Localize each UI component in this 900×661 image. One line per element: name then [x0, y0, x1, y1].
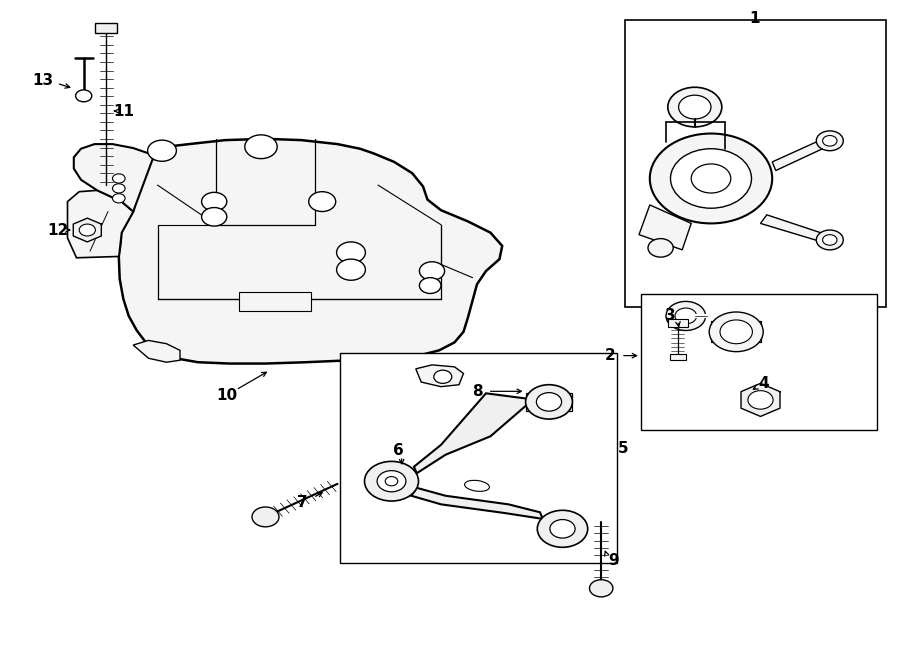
Bar: [670, 354, 686, 360]
Circle shape: [112, 194, 125, 203]
Circle shape: [385, 477, 398, 486]
Bar: [711, 321, 761, 342]
Polygon shape: [416, 365, 464, 387]
Circle shape: [309, 192, 336, 212]
Circle shape: [537, 510, 588, 547]
Text: 8: 8: [472, 384, 482, 399]
Circle shape: [419, 278, 441, 293]
Bar: [340, 353, 617, 563]
Circle shape: [112, 174, 125, 183]
Circle shape: [337, 259, 365, 280]
Text: 1: 1: [749, 11, 760, 26]
Circle shape: [816, 230, 843, 250]
Circle shape: [668, 87, 722, 127]
Circle shape: [364, 461, 418, 501]
Circle shape: [202, 208, 227, 226]
Circle shape: [666, 301, 706, 330]
Circle shape: [670, 149, 752, 208]
Circle shape: [526, 385, 572, 419]
Text: 3: 3: [665, 309, 676, 323]
Polygon shape: [133, 340, 180, 362]
Text: 9: 9: [608, 553, 619, 568]
Polygon shape: [74, 144, 155, 212]
Bar: [526, 393, 572, 411]
Polygon shape: [119, 139, 502, 364]
Circle shape: [377, 471, 406, 492]
Circle shape: [419, 262, 445, 280]
Circle shape: [434, 370, 452, 383]
Polygon shape: [639, 205, 691, 250]
Polygon shape: [68, 190, 133, 258]
Circle shape: [202, 192, 227, 211]
Circle shape: [112, 184, 125, 193]
Circle shape: [536, 393, 562, 411]
Polygon shape: [760, 215, 832, 243]
Circle shape: [709, 312, 763, 352]
Circle shape: [245, 135, 277, 159]
Text: 11: 11: [113, 104, 135, 118]
Text: 5: 5: [617, 441, 628, 455]
Circle shape: [79, 224, 95, 236]
Circle shape: [252, 507, 279, 527]
Circle shape: [148, 140, 176, 161]
Circle shape: [648, 239, 673, 257]
Polygon shape: [414, 393, 526, 473]
Text: 6: 6: [393, 444, 404, 458]
Text: 4: 4: [758, 376, 769, 391]
Circle shape: [748, 391, 773, 409]
Circle shape: [675, 308, 697, 324]
Circle shape: [720, 320, 752, 344]
Text: 13: 13: [32, 73, 54, 88]
Text: 10: 10: [216, 388, 238, 403]
Text: 2: 2: [605, 348, 616, 363]
Circle shape: [816, 131, 843, 151]
Bar: [668, 319, 688, 327]
Circle shape: [823, 235, 837, 245]
Circle shape: [590, 580, 613, 597]
Circle shape: [823, 136, 837, 146]
Text: 12: 12: [47, 223, 68, 237]
Circle shape: [337, 242, 365, 263]
Circle shape: [76, 90, 92, 102]
Polygon shape: [741, 383, 780, 416]
Circle shape: [691, 164, 731, 193]
Circle shape: [550, 520, 575, 538]
Bar: [625, 20, 886, 307]
Circle shape: [679, 95, 711, 119]
Bar: [238, 292, 310, 311]
Circle shape: [650, 134, 772, 223]
Polygon shape: [772, 137, 832, 171]
Bar: [641, 294, 877, 430]
Polygon shape: [411, 488, 543, 519]
Ellipse shape: [464, 481, 490, 491]
Text: 7: 7: [297, 495, 308, 510]
Polygon shape: [73, 218, 102, 242]
Bar: [95, 23, 117, 33]
